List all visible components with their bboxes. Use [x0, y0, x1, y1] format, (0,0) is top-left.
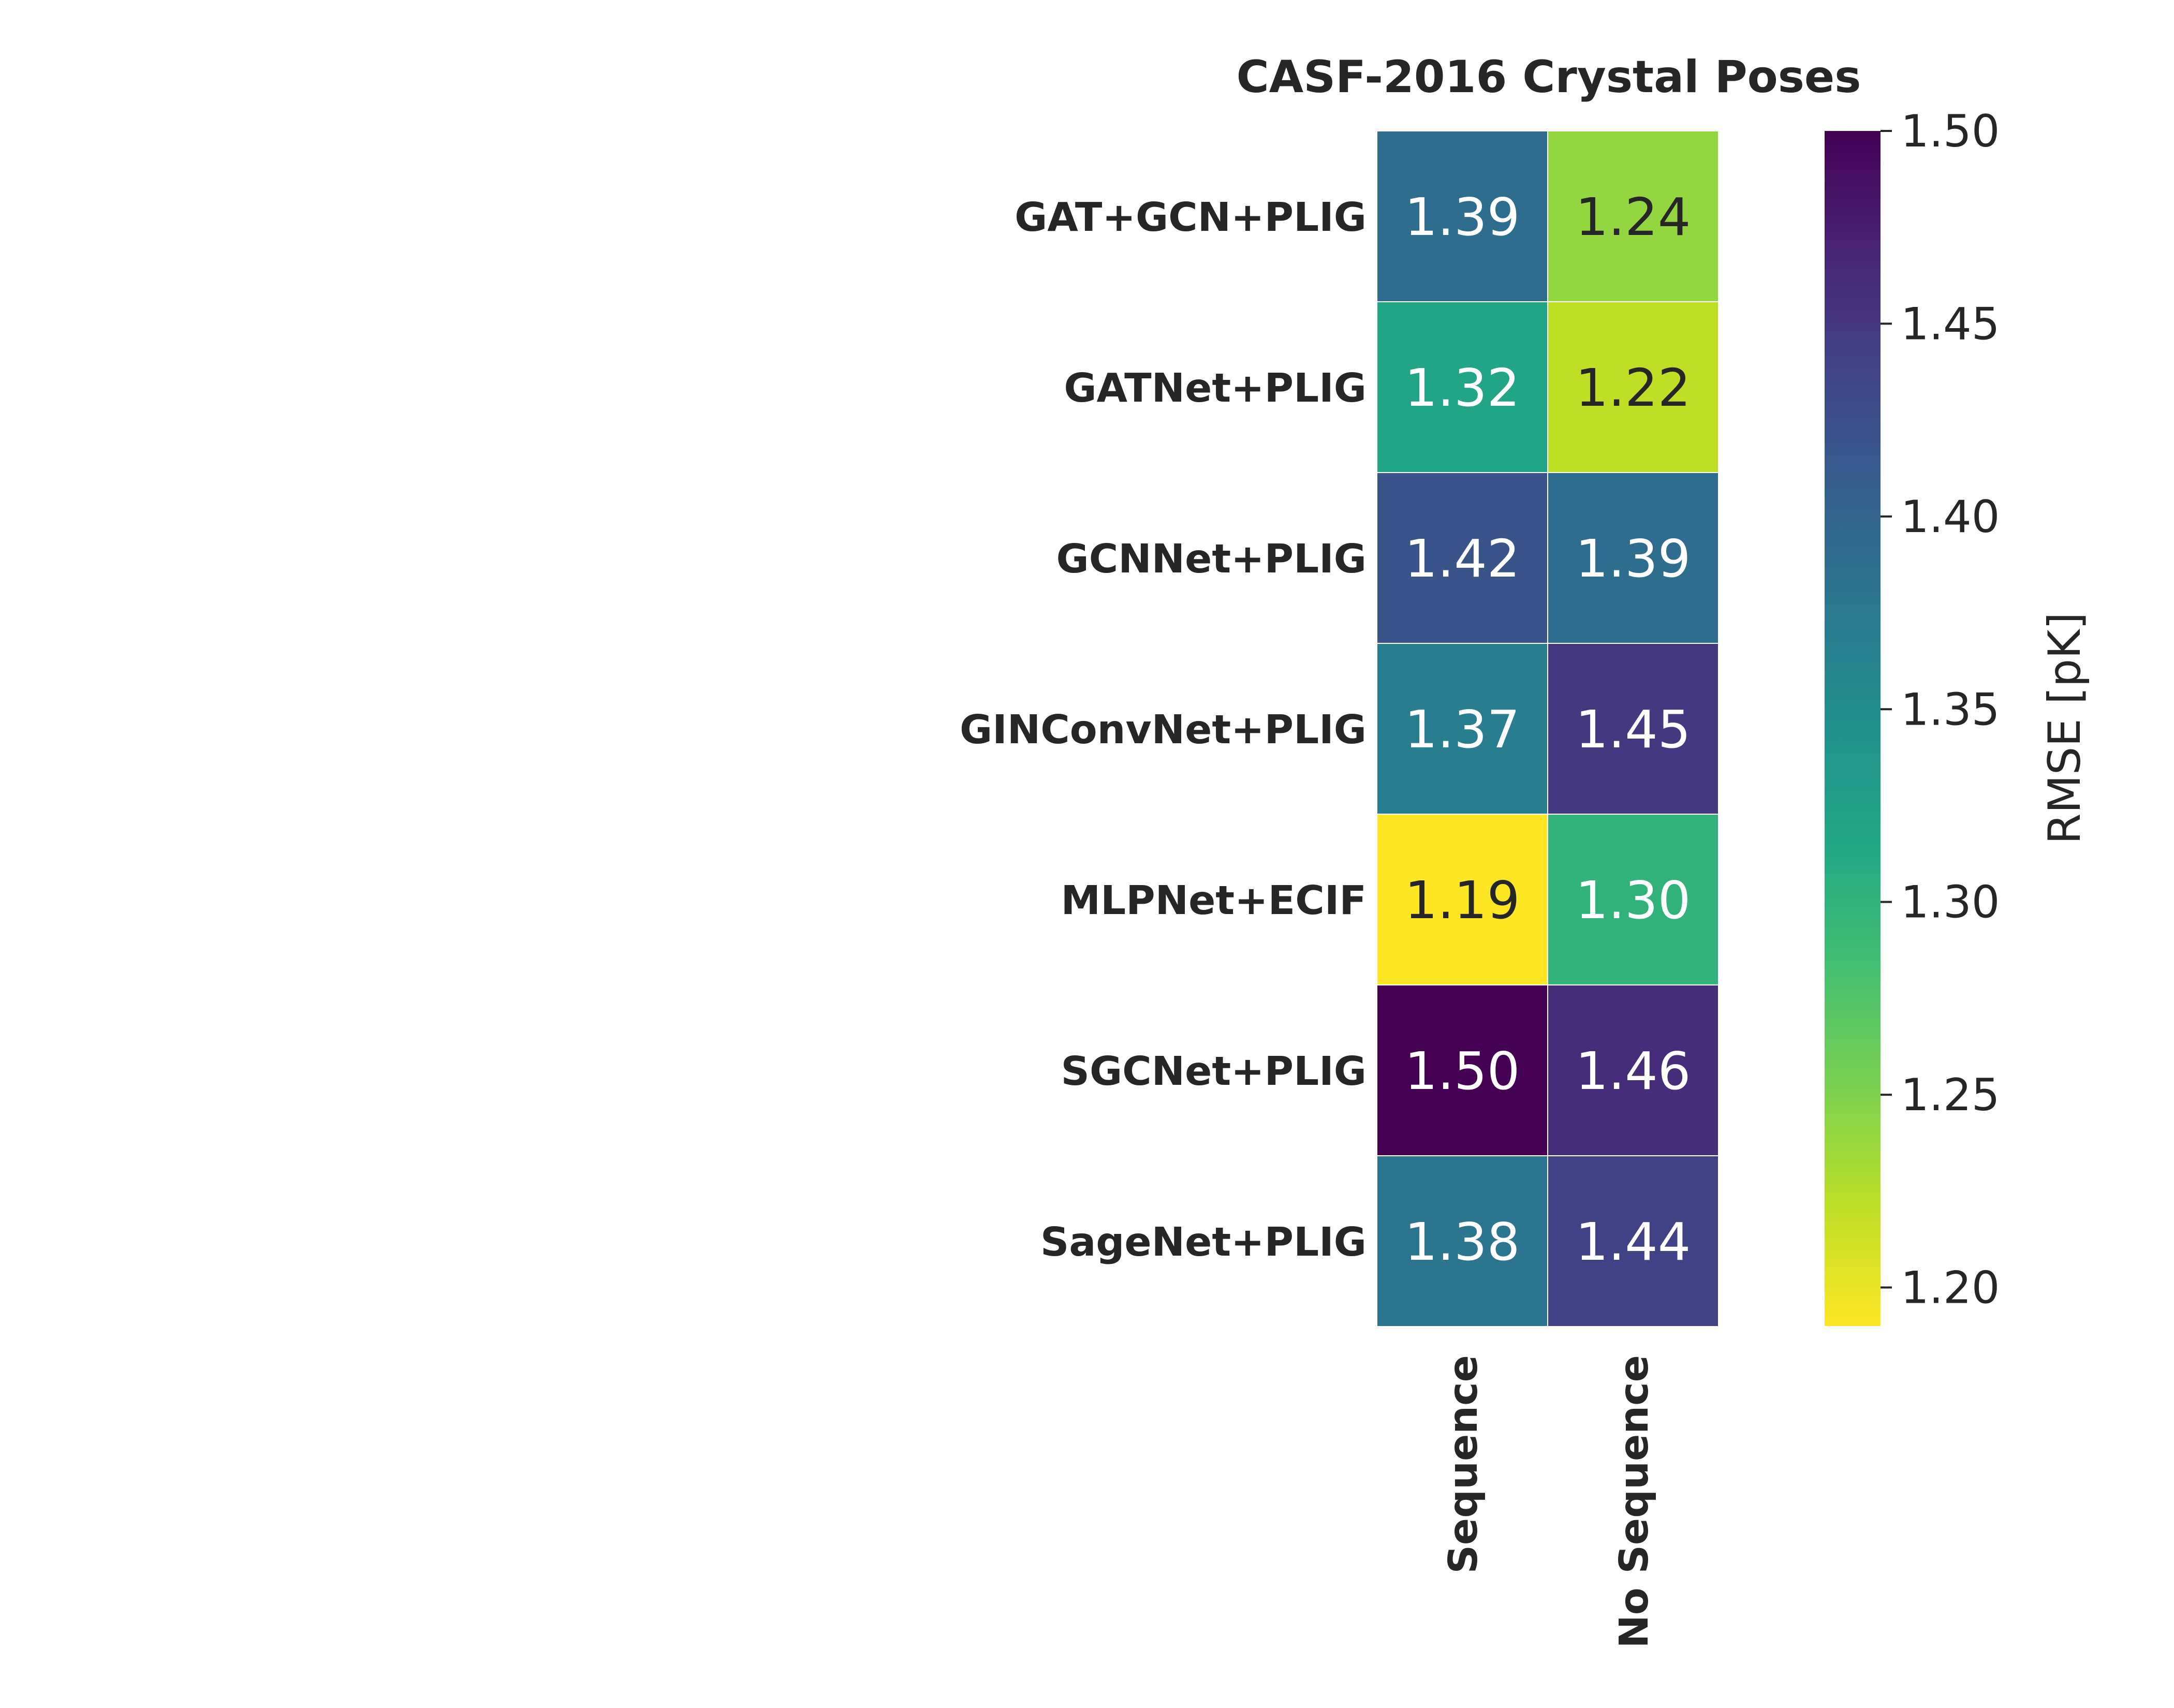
cell-value-label: 1.42: [1405, 528, 1520, 589]
column-label: Sequence: [1441, 1355, 1487, 1574]
cell-value-label: 1.32: [1405, 358, 1520, 418]
cell-value-label: 1.50: [1405, 1041, 1520, 1101]
colorbar-gradient: [1825, 131, 1881, 1326]
heatmap-cell: [1547, 130, 1719, 302]
colorbar-tick-label: 1.20: [1901, 1262, 2000, 1314]
colorbar: 1.20 1.25 1.30 1.35 1.40 1.45 1.50 RMSE [pK]: [1825, 106, 2091, 1326]
cell-value-label: 1.22: [1576, 358, 1691, 418]
heatmap-cell: [1376, 472, 1548, 644]
colorbar-tick-label: 1.40: [1901, 491, 2000, 543]
row-label: MLPNet+ECIF: [1061, 878, 1367, 924]
cell-value-label: 1.39: [1576, 528, 1691, 589]
cell-value-label: 1.38: [1405, 1212, 1520, 1272]
colorbar-tick-label: 1.50: [1901, 106, 2000, 157]
heatmap-cell: [1376, 130, 1548, 302]
cell-value-label: 1.46: [1576, 1041, 1691, 1101]
chart-title: CASF-2016 Crystal Poses: [1237, 51, 1861, 103]
heatmap-cell: [1547, 984, 1719, 1156]
row-label: GATNet+PLIG: [1064, 365, 1367, 411]
colorbar-tick-label: 1.30: [1901, 877, 2000, 929]
cell-value-label: 1.44: [1576, 1212, 1691, 1272]
cell-value-label: 1.39: [1405, 187, 1520, 247]
row-labels: GAT+GCN+PLIG GATNet+PLIG GCNNet+PLIG GINCon…: [960, 195, 1367, 1265]
heatmap-cell: [1547, 814, 1719, 985]
heatmap-cells: 1.39 1.24 1.32 1.22 1.42 1.39 1.37 1.45 1.19 1.30…: [1376, 130, 1719, 1327]
row-label: GINConvNet+PLIG: [960, 707, 1367, 753]
cell-value-label: 1.30: [1576, 870, 1691, 931]
heatmap-cell: [1376, 1155, 1548, 1327]
heatmap-cell: [1547, 472, 1719, 644]
column-labels: Sequence No Sequence: [1441, 1355, 1657, 1648]
colorbar-label: RMSE [pK]: [2039, 612, 2091, 844]
cell-value-label: 1.24: [1576, 187, 1691, 247]
heatmap-cell: [1376, 301, 1548, 473]
row-label: SageNet+PLIG: [1040, 1219, 1367, 1265]
cell-value-label: 1.37: [1405, 699, 1520, 760]
row-label: SGCNet+PLIG: [1061, 1049, 1367, 1095]
colorbar-tick-label: 1.25: [1901, 1069, 2000, 1121]
cell-value-label: 1.45: [1576, 699, 1691, 760]
colorbar-tick-label: 1.45: [1901, 298, 2000, 350]
column-label: No Sequence: [1611, 1355, 1657, 1648]
colorbar-ticks: 1.20 1.25 1.30 1.35 1.40 1.45 1.50: [1881, 106, 2000, 1314]
heatmap-cell: [1547, 1155, 1719, 1327]
colorbar-tick-label: 1.35: [1901, 684, 2000, 735]
heatmap-cell: [1547, 301, 1719, 473]
heatmap-cell: [1376, 643, 1548, 815]
cell-value-label: 1.19: [1405, 870, 1520, 931]
heatmap-cell: [1547, 643, 1719, 815]
row-label: GAT+GCN+PLIG: [1015, 195, 1367, 241]
row-label: GCNNet+PLIG: [1056, 536, 1367, 582]
